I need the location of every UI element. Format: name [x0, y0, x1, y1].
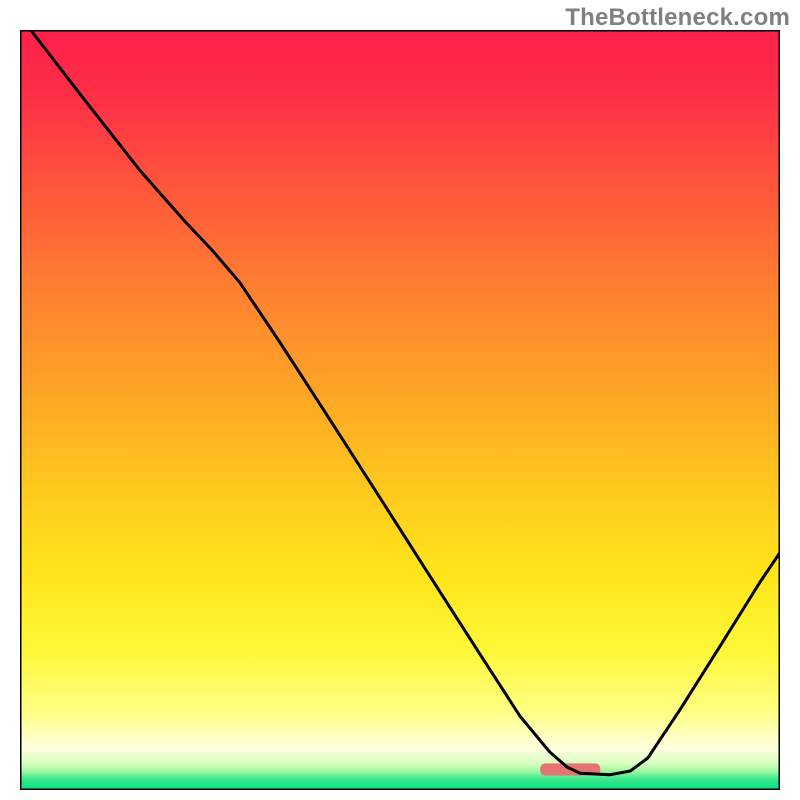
chart-plot-area: [20, 30, 780, 790]
chart-background: [20, 30, 780, 790]
stage: TheBottleneck.com: [0, 0, 800, 800]
chart-svg: [20, 30, 780, 790]
watermark-text: TheBottleneck.com: [565, 4, 790, 32]
